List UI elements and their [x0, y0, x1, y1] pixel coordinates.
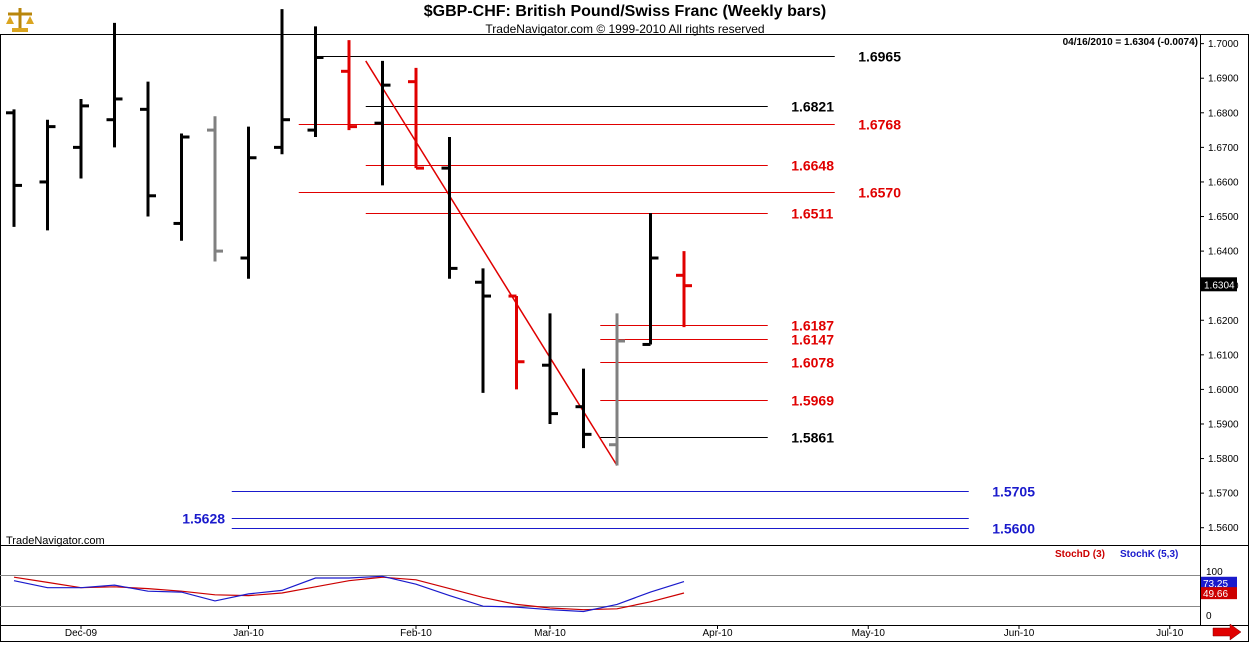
ohlc-bar	[609, 313, 625, 466]
level-label: 1.5705	[992, 484, 1035, 500]
last-price-info: 04/16/2010 = 1.6304 (-0.0074)	[1062, 37, 1198, 48]
ohlc-bar	[408, 67, 424, 170]
price-tick-label: 1.5700	[1208, 489, 1239, 500]
chart-subtitle: TradeNavigator.com © 1999-2010 All right…	[485, 22, 765, 36]
price-tick-label: 1.6900	[1208, 74, 1239, 85]
ohlc-bar	[575, 368, 592, 449]
ohlc-bar	[240, 126, 257, 279]
ohlc-bar	[6, 109, 22, 227]
ohlc-bar	[39, 119, 56, 231]
level-label: 1.6511	[791, 206, 833, 222]
price-tick-label: 1.6400	[1208, 247, 1239, 258]
price-tick-label: 1.7000	[1208, 39, 1239, 50]
ohlc-bar	[676, 251, 692, 328]
ohlc-bar	[542, 313, 558, 424]
price-tick-label: 1.6700	[1208, 143, 1239, 154]
ohlc-bar	[307, 26, 324, 137]
stochd-line	[13, 576, 685, 611]
price-tick-label: 1.6200	[1208, 316, 1239, 327]
level-label: 1.6965	[858, 49, 901, 65]
price-tick-label: 1.5600	[1208, 523, 1239, 534]
level-label: 1.5969	[791, 393, 834, 409]
ohlc-bar	[441, 137, 458, 279]
time-tick-label: Jun-10	[1004, 628, 1035, 639]
balance-scale-icon	[6, 8, 34, 32]
time-tick-label: Jul-10	[1156, 628, 1184, 639]
price-tick-label: 1.6500	[1208, 212, 1239, 223]
stoch-tick-label: 100	[1206, 567, 1223, 578]
logo-base	[12, 28, 28, 32]
stochk-legend: StochK (5,3)	[1120, 549, 1179, 560]
level-label: 1.5600	[992, 521, 1035, 537]
stochd-legend: StochD (3)	[1055, 549, 1105, 560]
ohlc-bar	[106, 22, 123, 148]
time-tick-label: Dec-09	[65, 628, 98, 639]
ohlc-bar	[508, 294, 525, 390]
price-tick-label: 1.6800	[1208, 108, 1239, 119]
trendline	[365, 60, 618, 466]
time-tick-label: Feb-10	[400, 628, 432, 639]
price-tick-label: 1.6600	[1208, 177, 1239, 188]
ohlc-bar	[341, 40, 357, 131]
chart-frame	[0, 34, 1249, 642]
ohlc-bar	[274, 9, 290, 155]
stochd-value-label: 49.66	[1203, 589, 1228, 600]
ohlc-bar	[475, 268, 491, 393]
level-label: 1.6078	[791, 355, 834, 371]
chart-title: $GBP-CHF: British Pound/Swiss Franc (Wee…	[423, 3, 827, 20]
right-arrow-icon[interactable]	[1212, 623, 1242, 641]
stoch-tick-label: 0	[1206, 611, 1212, 622]
last-price-box	[1201, 277, 1237, 292]
level-label: 1.5628	[182, 511, 225, 527]
ohlc-bar	[173, 133, 190, 241]
time-tick-label: Jan-10	[233, 628, 264, 639]
ohlc-bar	[374, 60, 391, 186]
stochk-value-box	[1201, 576, 1237, 589]
level-label: 1.6768	[858, 117, 901, 133]
level-label: 1.6570	[858, 185, 901, 201]
level-label: 1.6147	[791, 332, 834, 348]
price-tick-label: 1.6000	[1208, 385, 1239, 396]
time-tick-label: May-10	[852, 628, 886, 639]
logo-pan-left	[6, 16, 14, 24]
time-tick-label: Apr-10	[702, 628, 732, 639]
logo-pan-right	[26, 16, 34, 24]
level-label: 1.6187	[791, 318, 834, 334]
price-tick-label: 1.5900	[1208, 419, 1239, 430]
price-tick-label: 1.6100	[1208, 350, 1239, 361]
level-label: 1.6648	[791, 158, 834, 174]
watermark: TradeNavigator.com	[6, 535, 105, 547]
price-tick-label: 1.5800	[1208, 454, 1239, 465]
level-label: 1.5861	[791, 430, 834, 446]
stochk-value-label: 73.25	[1203, 579, 1228, 590]
stochd-value-box	[1201, 587, 1237, 600]
ohlc-bar	[642, 213, 659, 346]
time-tick-label: Mar-10	[534, 628, 566, 639]
ohlc-bar	[207, 116, 223, 262]
stochk-line	[13, 575, 685, 613]
last-price-label: 1.6304	[1204, 280, 1235, 291]
level-label: 1.6821	[791, 99, 834, 115]
ohlc-bar	[140, 81, 156, 217]
ohlc-bar	[73, 98, 89, 179]
